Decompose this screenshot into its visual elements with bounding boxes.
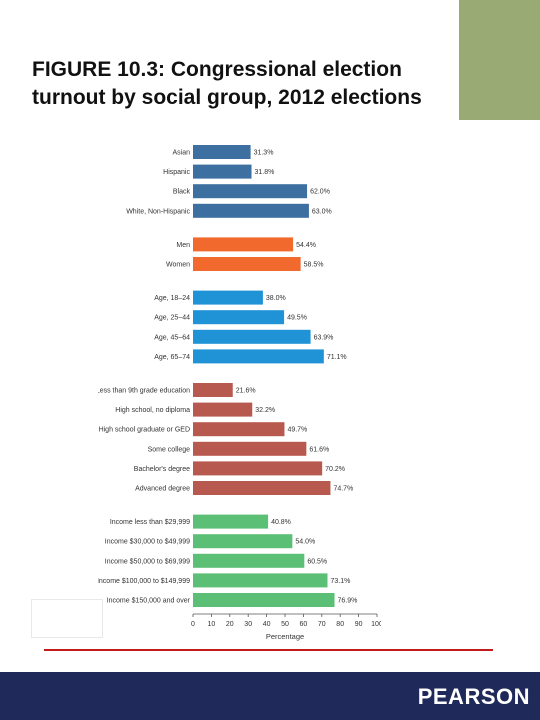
bar-value-label: 40.8% [271, 519, 291, 526]
bar-category-label: Age, 25–44 [154, 315, 190, 322]
bar-education-2 [193, 422, 285, 437]
bar-value-label: 31.3% [254, 150, 274, 157]
bar-income-0 [193, 514, 269, 529]
bar-value-label: 49.7% [287, 427, 307, 434]
bar-value-label: 38.0% [266, 295, 286, 302]
bar-income-1 [193, 534, 293, 549]
bar-value-label: 54.4% [296, 242, 316, 249]
bar-race-3 [193, 203, 309, 218]
bar-category-label: High school, no diploma [115, 407, 190, 414]
bar-category-label: Income $100,000 to $149,999 [98, 578, 190, 585]
bar-education-1 [193, 402, 253, 417]
turnout-chart-svg: Asian 31.3% Hispanic 31.8% Black 62.0% White, … [96, 145, 383, 641]
x-tick-label: 80 [336, 621, 344, 628]
bar-age-1 [193, 310, 285, 325]
bar-value-label: 61.6% [309, 446, 329, 453]
x-tick-label: 40 [263, 621, 271, 628]
bar-category-label: Income $150,000 and over [107, 598, 191, 605]
bar-category-label: Income $50,000 to $69,999 [105, 558, 190, 565]
divider-rule [44, 649, 493, 651]
bar-category-label: High school graduate or GED [99, 427, 190, 434]
bar-value-label: 49.5% [287, 315, 307, 322]
bar-education-3 [193, 441, 307, 456]
bar-value-label: 31.8% [255, 169, 275, 176]
x-tick-label: 60 [300, 621, 308, 628]
bar-category-label: Age, 65–74 [154, 354, 190, 361]
bar-category-label: Women [166, 262, 190, 269]
bar-value-label: 73.1% [331, 578, 351, 585]
bar-category-label: Men [176, 242, 190, 249]
pearson-logo: PEARSON [417, 684, 530, 709]
bar-category-label: Age, 18–24 [154, 295, 190, 302]
bar-income-3 [193, 573, 328, 588]
bar-category-label: Hispanic [163, 169, 190, 176]
bar-income-4 [193, 593, 335, 607]
bar-value-label: 70.2% [325, 466, 345, 473]
bar-income-2 [193, 553, 305, 568]
bar-value-label: 63.9% [314, 334, 334, 341]
x-tick-label: 10 [208, 621, 216, 628]
bar-education-4 [193, 461, 323, 476]
blank-box [31, 599, 103, 638]
slide-top-band [0, 0, 540, 40]
bar-race-2 [193, 184, 308, 199]
bar-race-0 [193, 145, 251, 159]
bar-category-label: Income less than $29,999 [110, 519, 190, 526]
bar-category-label: White, Non-Hispanic [126, 208, 190, 215]
bar-value-label: 71.1% [327, 354, 347, 361]
bar-race-1 [193, 164, 252, 179]
bar-value-label: 54.0% [295, 539, 315, 546]
bar-category-label: Advanced degree [135, 486, 190, 493]
bar-education-0 [193, 383, 233, 397]
bar-category-label: Income $30,000 to $49,999 [105, 539, 190, 546]
x-tick-label: 90 [355, 621, 363, 628]
x-tick-label: 30 [244, 621, 252, 628]
bar-category-label: Less than 9th grade education [98, 388, 190, 395]
x-tick-label: 50 [281, 621, 289, 628]
bar-value-label: 76.9% [337, 598, 357, 605]
bar-age-0 [193, 290, 263, 305]
bar-gender-0 [193, 237, 294, 252]
bar-value-label: 21.6% [236, 388, 256, 395]
bar-education-5 [193, 481, 331, 495]
turnout-chart: Asian 31.3% Hispanic 31.8% Black 62.0% White, … [96, 142, 383, 645]
x-tick-label: 20 [226, 621, 234, 628]
x-tick-label: 100 [371, 621, 381, 628]
bar-value-label: 63.0% [312, 208, 332, 215]
bar-value-label: 74.7% [333, 486, 353, 493]
bar-category-label: Age, 45–64 [154, 334, 190, 341]
bar-value-label: 58.5% [304, 262, 324, 269]
bar-age-3 [193, 349, 324, 364]
bar-category-label: Black [173, 189, 191, 196]
bar-gender-1 [193, 257, 301, 271]
bar-value-label: 62.0% [310, 189, 330, 196]
accent-block [459, 0, 540, 120]
footer-bar: PEARSON [0, 672, 540, 720]
x-axis-title: Percentage [266, 632, 304, 641]
bar-value-label: 60.5% [307, 558, 327, 565]
bar-category-label: Asian [172, 150, 190, 157]
bar-category-label: Some college [148, 446, 191, 453]
bar-value-label: 32.2% [255, 407, 275, 414]
bar-age-2 [193, 329, 311, 344]
x-tick-label: 70 [318, 621, 326, 628]
slide-title: FIGURE 10.3: Congressional election turn… [32, 58, 422, 109]
x-tick-label: 0 [191, 621, 195, 628]
bar-category-label: Bachelor's degree [134, 466, 190, 473]
